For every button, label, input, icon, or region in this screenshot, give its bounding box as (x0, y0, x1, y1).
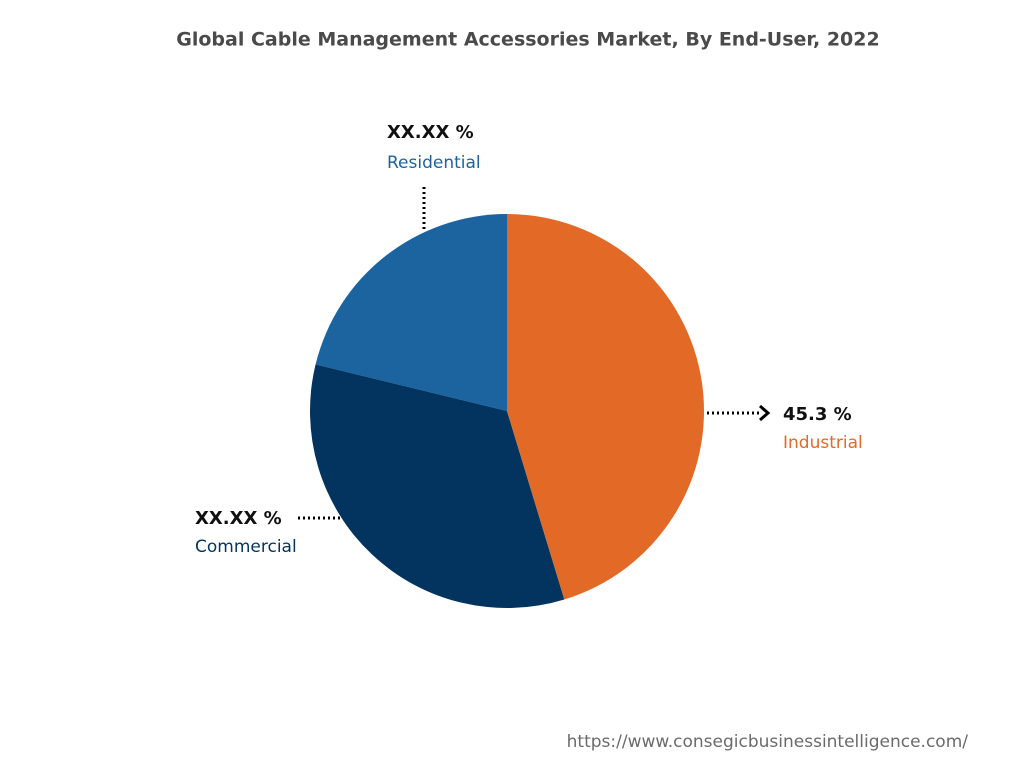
value-label: XX.XX % (387, 122, 474, 143)
value-label: XX.XX % (195, 508, 282, 529)
category-label: Industrial (783, 433, 863, 453)
value-label: 45.3 % (783, 404, 852, 425)
pie-slice (315, 214, 507, 411)
leader-arrow (759, 404, 771, 422)
source-url: https://www.consegicbusinessintelligence… (567, 732, 969, 752)
category-label: Residential (387, 153, 481, 173)
pie-slice (507, 214, 704, 600)
category-label: Commercial (195, 537, 297, 557)
chart-title: Global Cable Management Accessories Mark… (176, 29, 879, 51)
pie-slice (310, 364, 565, 608)
